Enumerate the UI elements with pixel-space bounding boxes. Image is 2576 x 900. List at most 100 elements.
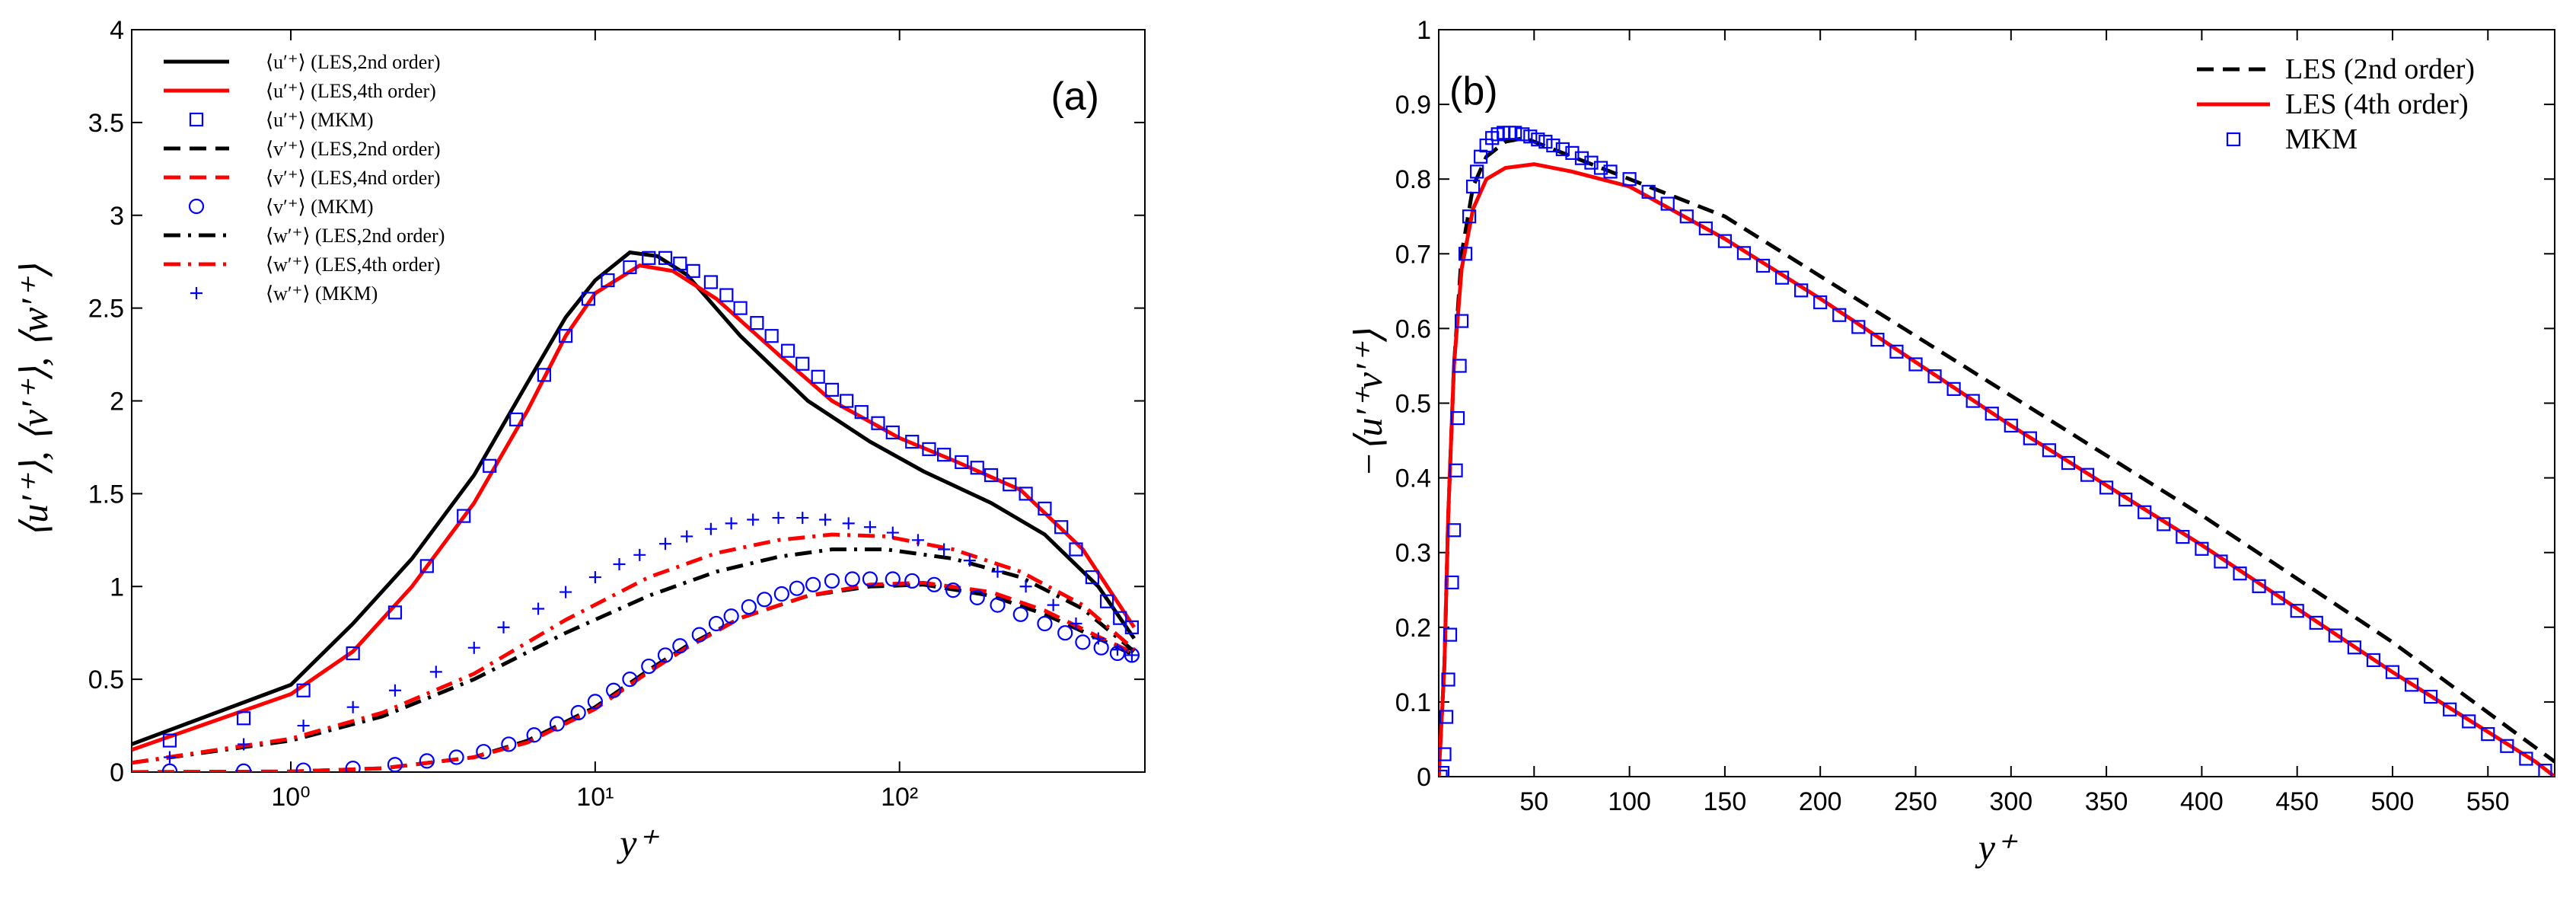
marker-square bbox=[905, 435, 920, 449]
legend-label: ⟨v′⁺⟩ (LES,4nd order) bbox=[266, 167, 441, 189]
marker-circle bbox=[501, 736, 517, 752]
marker-square bbox=[237, 711, 251, 726]
marker-circle bbox=[969, 589, 985, 605]
marker-square bbox=[2214, 554, 2228, 569]
marker-square bbox=[2443, 702, 2457, 716]
x-tick-label: 10¹ bbox=[576, 783, 614, 812]
marker-square bbox=[1099, 594, 1114, 608]
marker-square bbox=[824, 382, 840, 397]
marker-square bbox=[162, 733, 177, 748]
marker-square bbox=[1454, 314, 1469, 328]
series-line bbox=[132, 580, 1135, 772]
marker-plus bbox=[796, 512, 809, 525]
marker-circle bbox=[188, 198, 205, 215]
marker-square bbox=[750, 316, 764, 330]
marker-circle bbox=[708, 615, 725, 632]
x-tick-label: 450 bbox=[2275, 787, 2319, 816]
marker-square bbox=[2157, 517, 2171, 531]
marker-circle bbox=[945, 582, 961, 598]
y-tick-label: 0.7 bbox=[1395, 240, 1431, 269]
marker-plus bbox=[560, 586, 572, 598]
marker-square bbox=[2195, 541, 2209, 556]
marker-circle bbox=[345, 761, 361, 772]
marker-square bbox=[673, 257, 687, 271]
marker-plus bbox=[190, 287, 202, 299]
marker-square bbox=[581, 292, 596, 306]
marker-square bbox=[1443, 627, 1458, 642]
marker-square bbox=[1574, 151, 1589, 165]
marker-circle bbox=[606, 682, 622, 698]
marker-square bbox=[1927, 369, 1942, 384]
marker-square bbox=[1439, 765, 1450, 777]
marker-square bbox=[2309, 615, 2323, 630]
marker-plus bbox=[863, 521, 876, 534]
marker-square bbox=[811, 369, 825, 384]
marker-circle bbox=[672, 638, 688, 654]
legend-label: ⟨u′⁺⟩ (LES,4th order) bbox=[266, 80, 436, 102]
marker-circle bbox=[844, 571, 860, 587]
marker-square bbox=[686, 263, 700, 278]
marker-square bbox=[1019, 487, 1033, 501]
series-line bbox=[132, 547, 1136, 765]
annotation: (b) bbox=[1449, 69, 1498, 113]
marker-circle bbox=[526, 727, 542, 743]
marker-square bbox=[1508, 126, 1522, 140]
marker-square bbox=[984, 468, 999, 483]
marker-square bbox=[1446, 523, 1462, 538]
marker-plus bbox=[163, 751, 176, 764]
marker-circle bbox=[741, 598, 757, 615]
y-tick-label: 2.5 bbox=[88, 295, 124, 324]
marker-square bbox=[1946, 381, 1961, 396]
marker-plus bbox=[886, 526, 899, 539]
marker-circle bbox=[587, 694, 603, 710]
marker-square bbox=[1755, 258, 1771, 273]
x-axis-label: y⁺ bbox=[1975, 826, 2018, 869]
y-tick-label: 3 bbox=[110, 202, 124, 231]
marker-square bbox=[2023, 431, 2037, 445]
marker-square bbox=[1832, 308, 1847, 322]
marker-square bbox=[1660, 196, 1675, 211]
marker-circle bbox=[1057, 625, 1073, 641]
marker-square bbox=[1439, 710, 1454, 724]
marker-square bbox=[2385, 665, 2400, 679]
x-tick-label: 100 bbox=[1608, 787, 1651, 816]
x-tick-label: 10⁰ bbox=[271, 783, 310, 812]
marker-plus bbox=[1092, 632, 1105, 645]
marker-plus bbox=[991, 565, 1004, 578]
marker-square bbox=[1538, 135, 1553, 149]
marker-circle bbox=[657, 647, 674, 663]
marker-square bbox=[346, 646, 360, 661]
marker-square bbox=[1985, 407, 1999, 421]
marker-square bbox=[1069, 542, 1083, 557]
marker-plus bbox=[747, 513, 760, 526]
marker-circle bbox=[476, 744, 492, 760]
marker-plus bbox=[911, 534, 924, 547]
y-tick-label: 1.5 bbox=[88, 480, 124, 509]
annotation: (a) bbox=[1050, 75, 1099, 119]
marker-square bbox=[2328, 628, 2342, 643]
x-tick-label: 350 bbox=[2085, 787, 2128, 816]
marker-square bbox=[1870, 333, 1885, 347]
legend-label: ⟨w′⁺⟩ (LES,2nd order) bbox=[266, 225, 445, 247]
marker-plus bbox=[938, 543, 951, 556]
series-line bbox=[132, 582, 1135, 772]
marker-square bbox=[1565, 145, 1580, 160]
marker-square bbox=[2080, 468, 2095, 482]
marker-square bbox=[2004, 418, 2018, 433]
marker-square bbox=[764, 329, 779, 343]
marker-square bbox=[1603, 164, 1618, 179]
marker-square bbox=[2042, 443, 2057, 458]
marker-circle bbox=[990, 597, 1006, 613]
marker-plus bbox=[725, 517, 738, 530]
marker-square bbox=[642, 251, 656, 265]
marker-circle bbox=[236, 763, 252, 772]
marker-square bbox=[601, 273, 615, 288]
marker-circle bbox=[1037, 615, 1053, 632]
marker-square bbox=[1908, 357, 1923, 372]
marker-plus bbox=[532, 602, 545, 615]
marker-circle bbox=[448, 749, 464, 765]
marker-square bbox=[559, 329, 573, 343]
series-line bbox=[1439, 136, 2555, 777]
